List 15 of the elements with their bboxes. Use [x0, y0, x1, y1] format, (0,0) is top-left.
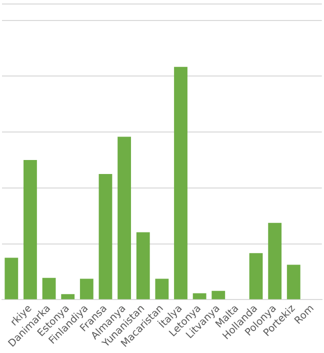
bar: [212, 290, 226, 300]
bar: [136, 232, 150, 300]
bar: [4, 258, 18, 300]
bar: [61, 294, 75, 300]
bar: [98, 174, 112, 300]
bar: [24, 160, 37, 300]
bar: [155, 278, 169, 300]
bar: [174, 66, 188, 300]
bar: [192, 293, 206, 300]
bar: [80, 278, 94, 300]
bar: [249, 253, 263, 300]
bar: [286, 264, 300, 300]
bar: [42, 278, 56, 300]
bar: [118, 136, 132, 300]
bar: [268, 222, 282, 300]
